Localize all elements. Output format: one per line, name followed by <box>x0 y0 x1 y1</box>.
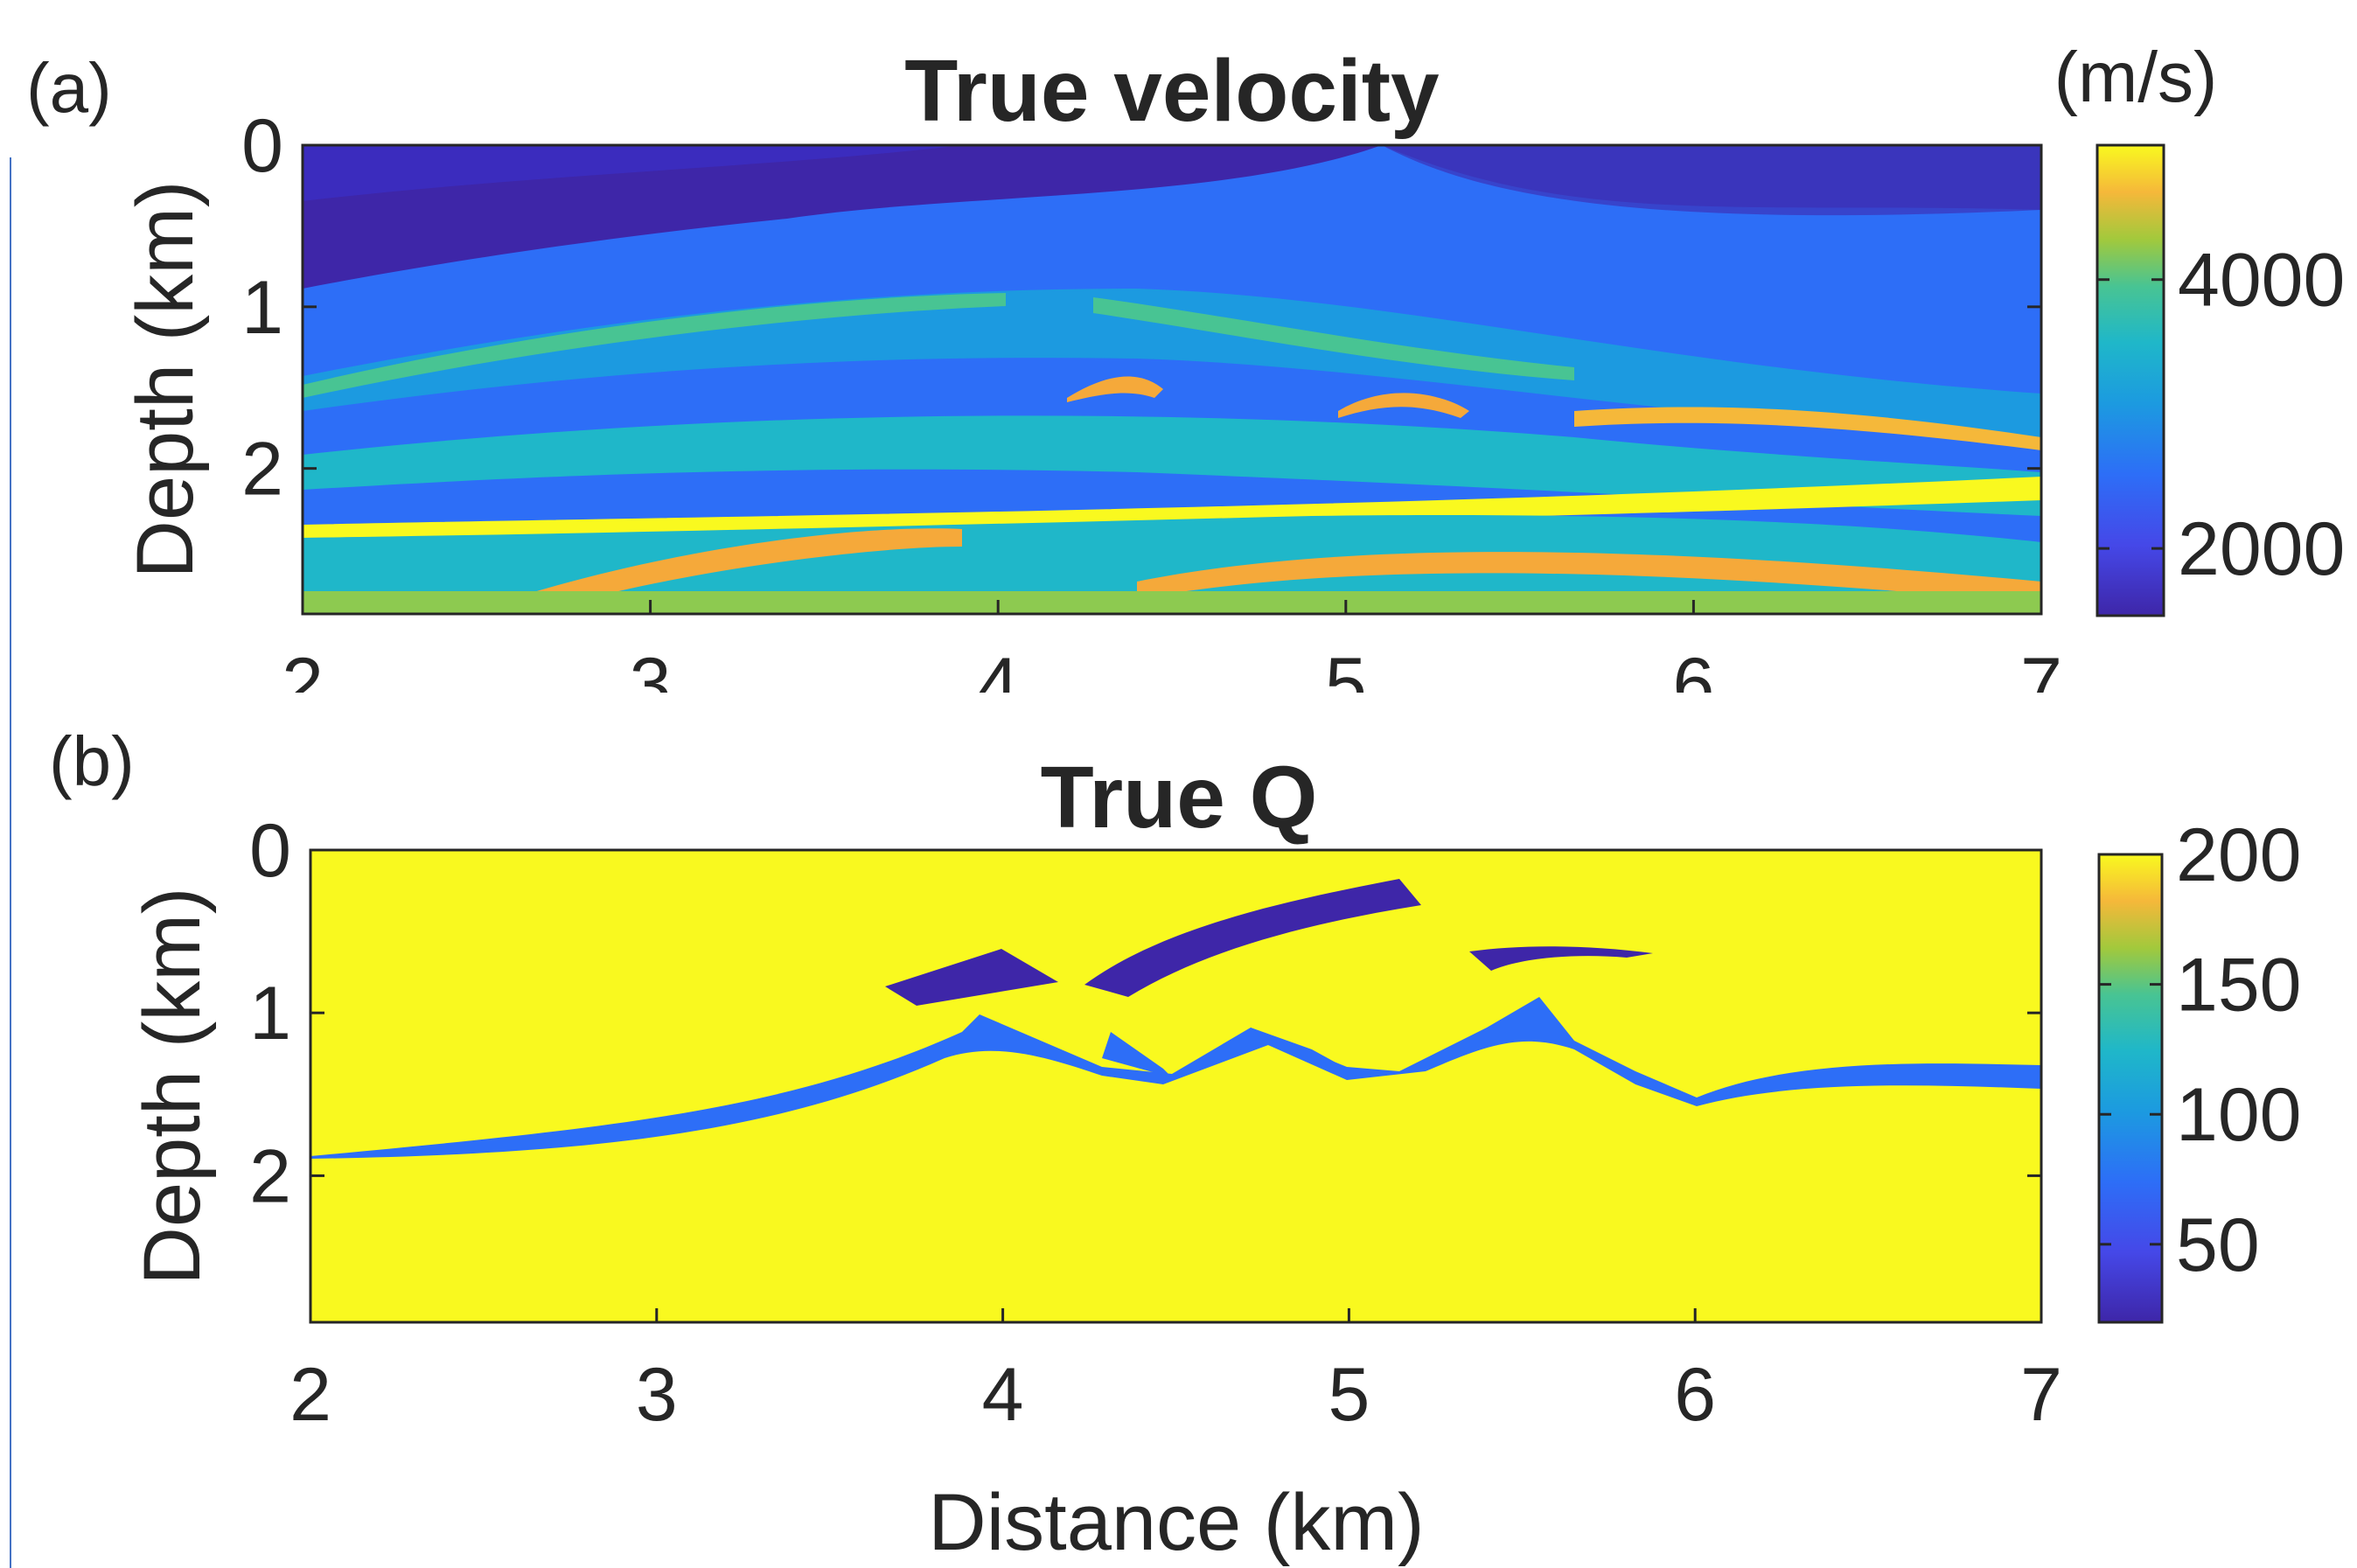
panel-a-label: (a) <box>26 49 112 127</box>
panel-b-xtick-label: 5 <box>1328 1353 1370 1437</box>
panel-a-y-ticks: 0 1 2 <box>241 104 2041 512</box>
panel-b-xtick-label: 2 <box>289 1353 331 1437</box>
panel-b-xtick-label: 3 <box>636 1353 678 1437</box>
panel-b-label: (b) <box>49 722 135 800</box>
panel-a-xtick-crop <box>262 693 2143 745</box>
panel-b-heatmap <box>310 850 2041 1322</box>
panel-b-xlabel: Distance (km) <box>928 1478 1424 1567</box>
panel-b-xtick-label: 6 <box>1674 1353 1716 1437</box>
panel-b-axes <box>309 848 2043 1324</box>
panel-b-xtick-label: 4 <box>982 1353 1024 1437</box>
panel-b-cbtick-label: 100 <box>2176 1073 2302 1157</box>
panel-b-xtick-label: 7 <box>2020 1353 2062 1437</box>
panel-a-ytick-label: 1 <box>241 266 283 350</box>
panel-b-ylabel: Depth (km) <box>128 888 217 1286</box>
panel-a-cbtick-label: 4000 <box>2178 239 2345 323</box>
panel-b-ytick-label: 2 <box>249 1134 291 1218</box>
panel-a-colorbar-unit: (m/s) <box>2054 38 2218 117</box>
panel-a-colorbar-ticks: 2000 4000 <box>2097 239 2345 591</box>
panel-b-title: True Q <box>1041 749 1318 847</box>
panel-b-colorbar-ticks: 50 100 150 200 <box>2099 813 2302 1287</box>
panel-b-cbtick-label: 50 <box>2176 1203 2260 1287</box>
panel-b-ytick-label: 1 <box>249 972 291 1056</box>
panel-a-colorbar <box>2095 143 2165 617</box>
panel-b-cbtick-label: 150 <box>2176 944 2302 1028</box>
panel-a-ytick-label: 2 <box>241 428 283 512</box>
panel-a-title: True velocity <box>904 42 1440 140</box>
panel-b-ytick-label: 0 <box>249 809 291 893</box>
panel-b: (b) True Q 2 3 4 5 6 7 0 1 2 Depth (km) Distanc… <box>49 722 2302 1567</box>
panel-a-ylabel: Depth (km) <box>121 181 210 579</box>
panel-a-heatmap <box>303 145 2041 614</box>
panel-b-y-ticks: 0 1 2 <box>249 809 2041 1218</box>
panel-b-colorbar <box>2097 853 2164 1324</box>
panel-a-axes <box>301 143 2043 616</box>
panel-a-ytick-label: 0 <box>241 104 283 188</box>
panel-b-cbtick-label: 200 <box>2176 813 2302 897</box>
panel-b-x-ticks: 2 3 4 5 6 7 <box>289 1308 2062 1437</box>
panel-a-cbtick-label: 2000 <box>2178 507 2345 591</box>
